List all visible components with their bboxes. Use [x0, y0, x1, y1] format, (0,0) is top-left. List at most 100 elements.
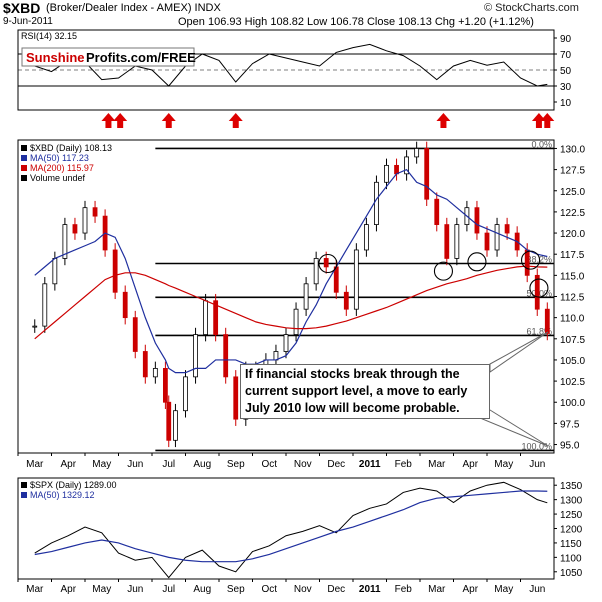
price-bar-body-33 [353, 249, 359, 310]
price-xtick-label-0: Mar [26, 459, 44, 470]
price-xtick-label-2: May [92, 459, 111, 470]
spx-legend-swatch-1 [21, 492, 27, 498]
support-circle-2 [467, 252, 487, 272]
rsi-arrow-marker-3 [228, 113, 243, 128]
price-bar-body-48 [504, 224, 510, 234]
spx-xtick-label-6: Sep [227, 584, 245, 595]
price-bar-body-13 [162, 368, 168, 403]
price-bar-body-20 [223, 334, 229, 378]
spx-xtick-label-10: 2011 [359, 584, 381, 595]
spx-xtick-label-9: Dec [327, 584, 345, 595]
price-ma200-line [34, 265, 548, 340]
price-bar-body-3 [62, 224, 68, 259]
price-bar-body-4 [72, 224, 78, 234]
support-circle-3 [520, 250, 541, 270]
price-xtick-label-13: Apr [462, 459, 478, 470]
source-logo: © StockCharts.com [484, 2, 579, 14]
spx-tick-label-1300: 1300 [560, 496, 583, 507]
callout-pointer-top [489, 331, 549, 373]
price-bar-body-46 [484, 232, 490, 251]
price-legend-swatch-2 [21, 165, 27, 171]
support-circle-4 [529, 278, 549, 298]
price-bar-body-50 [524, 249, 530, 276]
price-bar-body-30 [323, 258, 329, 268]
rsi-tick-label-30: 30 [560, 82, 572, 93]
spx-xtick-label-15: Jun [529, 584, 545, 595]
price-tick-label-120: 120.0 [560, 229, 585, 240]
price-bar-body-41 [434, 198, 440, 225]
brand-profits: Profits.com/FREE [86, 50, 196, 65]
price-bar-body-11 [142, 351, 148, 378]
price-bar-body-47 [494, 224, 500, 251]
price-bar-body-27 [293, 308, 299, 335]
price-bar-body-15 [173, 410, 178, 441]
spx-xtick-label-7: Oct [261, 584, 277, 595]
spx-xtick-label-1: Apr [60, 584, 76, 595]
price-xtick-label-4: Jul [162, 459, 175, 470]
price-bar-body-43 [454, 224, 460, 259]
price-xtick-label-3: Jun [127, 459, 143, 470]
price-tick-label-102.5: 102.5 [560, 377, 585, 388]
price-bar-body-16 [183, 376, 188, 412]
rsi-legend: RSI(14) 32.15 [21, 31, 77, 41]
price-bar-body-51 [534, 274, 540, 310]
price-xtick-label-10: 2011 [359, 459, 381, 470]
price-bar-body-19 [213, 300, 219, 335]
spx-xtick-label-11: Feb [395, 584, 413, 595]
price-bar-body-5 [82, 207, 88, 234]
rsi-arrow-marker-0 [101, 113, 116, 128]
price-bar-body-28 [303, 283, 309, 310]
price-bar-body-45 [474, 207, 480, 234]
price-tick-label-97.5: 97.5 [560, 419, 580, 430]
price-bar-body-52 [544, 308, 550, 334]
price-tick-label-107.5: 107.5 [560, 335, 585, 346]
price-bar-body-25 [273, 351, 279, 361]
price-legend-swatch-3 [21, 175, 27, 181]
spx-xtick-label-5: Aug [193, 584, 211, 595]
price-tick-label-95: 95.0 [560, 441, 580, 452]
price-bar-body-2 [52, 258, 58, 285]
brand-box [21, 47, 195, 67]
spx-tick-label-1250: 1250 [560, 510, 583, 521]
fib-label-0: 0.0% [531, 139, 552, 149]
price-xtick-label-8: Nov [294, 459, 312, 470]
price-xtick-label-11: Feb [395, 459, 413, 470]
rsi-arrow-marker-1 [113, 113, 128, 128]
rsi-tick-label-50: 50 [560, 66, 572, 77]
spx-tick-label-1200: 1200 [560, 525, 583, 536]
price-tick-label-127.5: 127.5 [560, 166, 585, 177]
price-tick-label-130: 130.0 [560, 144, 585, 155]
spx-legend-swatch-0 [21, 482, 27, 488]
price-bar-body-9 [122, 291, 128, 319]
price-xtick-label-6: Sep [227, 459, 245, 470]
spx-xtick-label-0: Mar [26, 584, 44, 595]
price-bar-body-0 [32, 325, 38, 328]
price-xtick-label-1: Apr [60, 459, 76, 470]
price-tick-label-100: 100.0 [560, 398, 585, 409]
price-xtick-label-5: Aug [193, 459, 211, 470]
price-xtick-label-9: Dec [327, 459, 345, 470]
chart-date: 9-Jun-2011 [3, 16, 53, 27]
spx-panel-frame [17, 477, 555, 580]
fib-label-3: 61.8% [526, 326, 552, 336]
rsi-tick-label-10: 10 [560, 98, 572, 109]
chart-ohlc: Open 106.93 High 108.82 Low 106.78 Close… [178, 16, 534, 28]
price-bar-body-38 [404, 156, 410, 175]
spx-line [34, 481, 548, 579]
price-ma50-line [34, 168, 548, 374]
price-bar-body-26 [283, 334, 289, 352]
chart-name: (Broker/Dealer Index - AMEX) INDX [46, 2, 221, 14]
price-bar-body-17 [193, 334, 198, 378]
support-circle-0 [318, 253, 338, 274]
rsi-tick-label-90: 90 [560, 34, 572, 45]
spx-tick-label-1350: 1350 [560, 481, 583, 492]
spx-xtick-label-2: May [92, 584, 111, 595]
price-tick-label-110: 110.0 [560, 314, 585, 325]
spx-xtick-label-8: Nov [294, 584, 312, 595]
price-bar-body-6 [92, 207, 98, 217]
price-legend-2: MA(200) 115.97 [30, 163, 94, 173]
spx-tick-label-1050: 1050 [560, 568, 583, 579]
rsi-arrow-marker-4 [436, 113, 451, 128]
price-bar-body-35 [374, 181, 379, 225]
